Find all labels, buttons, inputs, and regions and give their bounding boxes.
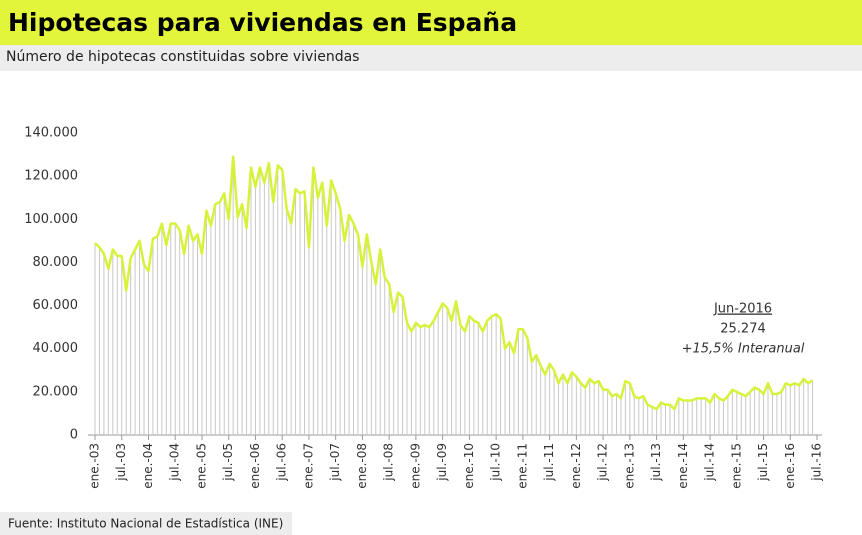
header-band	[0, 0, 862, 45]
chart-subtitle: Número de hipotecas constituidas sobre v…	[6, 49, 359, 65]
x-tick-label: ene.-15	[729, 443, 743, 489]
x-tick-label: jul.-06	[275, 443, 289, 482]
y-tick-label: 40.000	[33, 341, 79, 356]
x-tick-label: jul.-10	[489, 443, 503, 482]
subtitle-band	[0, 45, 862, 71]
x-tick-label: ene.-08	[355, 443, 369, 489]
x-tick-label: jul.-05	[221, 443, 235, 482]
x-tick-label: ene.-14	[676, 443, 690, 489]
x-tick-label: ene.-13	[622, 443, 636, 489]
x-tick-label: jul.-15	[756, 443, 770, 482]
y-tick-label: 140.000	[24, 126, 78, 141]
y-tick-label: 120.000	[24, 169, 78, 184]
series-line	[94, 155, 814, 411]
annotation-label: Jun-2016	[713, 302, 772, 317]
x-tick-label: jul.-11	[542, 443, 556, 482]
annotation-note: +15,5% Interanual	[682, 342, 805, 357]
y-tick-label: 20.000	[33, 384, 79, 399]
y-tick-label: 0	[70, 428, 78, 443]
source-band	[0, 512, 292, 535]
x-tick-label: ene.-16	[783, 443, 797, 489]
source: Fuente: Instituto Nacional de Estadístic…	[8, 517, 283, 531]
x-tick-label: ene.-12	[569, 443, 583, 489]
x-tick-label: jul.-07	[328, 443, 342, 482]
chart-title: Hipotecas para viviendas en España	[8, 8, 517, 37]
x-tick-label: jul.-12	[596, 443, 610, 482]
y-tick-label: 80.000	[33, 255, 79, 270]
x-tick-label: jul.-13	[649, 443, 663, 482]
x-tick-label: ene.-05	[194, 443, 208, 489]
x-tick-label: jul.-04	[168, 443, 182, 482]
x-tick-label: ene.-04	[141, 443, 155, 489]
x-tick-label: ene.-11	[515, 443, 529, 489]
x-tick-label: ene.-10	[462, 443, 476, 489]
x-tick-label: jul.-03	[114, 443, 128, 482]
x-tick-label: jul.-16	[810, 443, 824, 482]
x-tick-label: jul.-08	[382, 443, 396, 482]
y-tick-label: 60.000	[33, 298, 79, 313]
x-tick-label: ene.-06	[248, 443, 262, 489]
y-tick-label: 100.000	[24, 212, 78, 227]
x-tick-label: ene.-07	[301, 443, 315, 489]
annotation-value: 25.274	[720, 322, 766, 337]
x-tick-label: ene.-03	[88, 443, 102, 489]
x-tick-label: jul.-09	[435, 443, 449, 482]
x-tick-label: jul.-14	[703, 443, 717, 482]
x-tick-label: ene.-09	[408, 443, 422, 489]
